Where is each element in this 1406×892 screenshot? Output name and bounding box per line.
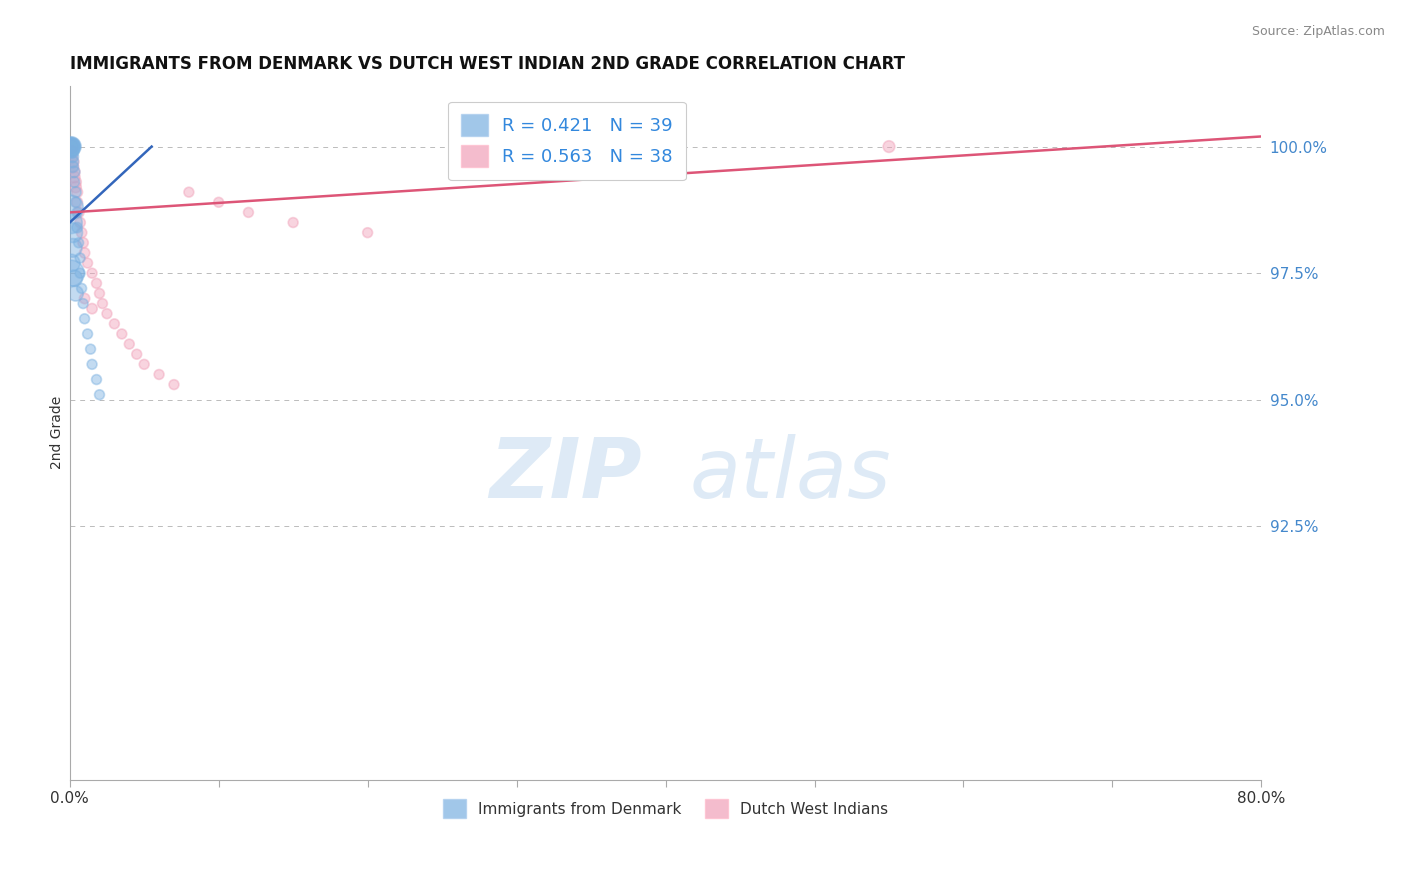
- Point: [238, 205, 260, 219]
- Point: [125, 347, 148, 361]
- Point: [62, 241, 84, 255]
- Point: [63, 271, 86, 285]
- Point: [70, 281, 93, 295]
- Point: [67, 205, 90, 219]
- Point: [177, 185, 200, 199]
- Point: [281, 215, 304, 229]
- Text: IMMIGRANTS FROM DENMARK VS DUTCH WEST INDIAN 2ND GRADE CORRELATION CHART: IMMIGRANTS FROM DENMARK VS DUTCH WEST IN…: [70, 55, 904, 73]
- Point: [63, 165, 86, 179]
- Point: [69, 215, 91, 229]
- Point: [66, 195, 89, 210]
- Point: [67, 235, 90, 250]
- Point: [356, 226, 378, 240]
- Point: [70, 226, 93, 240]
- Point: [60, 139, 83, 153]
- Point: [80, 266, 103, 280]
- Point: [65, 175, 87, 189]
- Point: [163, 377, 186, 392]
- Point: [62, 160, 84, 174]
- Point: [73, 292, 96, 306]
- Point: [96, 307, 118, 321]
- Point: [72, 235, 94, 250]
- Point: [60, 139, 83, 153]
- Point: [60, 266, 83, 280]
- Point: [62, 145, 84, 159]
- Point: [62, 226, 84, 240]
- Point: [69, 251, 91, 265]
- Point: [60, 139, 83, 153]
- Point: [65, 180, 87, 194]
- Point: [60, 139, 83, 153]
- Point: [60, 145, 83, 159]
- Point: [65, 286, 87, 301]
- Point: [60, 139, 83, 153]
- Point: [86, 372, 108, 386]
- Point: [60, 139, 83, 153]
- Point: [60, 200, 83, 214]
- Point: [72, 296, 94, 310]
- Point: [73, 246, 96, 260]
- Point: [80, 301, 103, 316]
- Point: [62, 150, 84, 164]
- Point: [66, 205, 89, 219]
- Point: [118, 337, 141, 351]
- Point: [63, 175, 86, 189]
- Point: [60, 139, 83, 153]
- Point: [69, 266, 91, 280]
- Point: [63, 165, 86, 179]
- Point: [86, 277, 108, 291]
- Point: [65, 185, 87, 199]
- Text: ZIP: ZIP: [489, 434, 641, 515]
- Y-axis label: 2nd Grade: 2nd Grade: [51, 396, 65, 469]
- Point: [103, 317, 125, 331]
- Point: [80, 357, 103, 371]
- Text: Source: ZipAtlas.com: Source: ZipAtlas.com: [1251, 25, 1385, 38]
- Point: [60, 256, 83, 270]
- Point: [79, 342, 101, 356]
- Point: [60, 139, 83, 153]
- Point: [60, 215, 83, 229]
- Point: [60, 139, 83, 153]
- Text: atlas: atlas: [689, 434, 891, 515]
- Point: [62, 160, 84, 174]
- Point: [60, 139, 83, 153]
- Point: [63, 169, 86, 184]
- Point: [89, 388, 111, 402]
- Point: [60, 145, 83, 159]
- Legend: Immigrants from Denmark, Dutch West Indians: Immigrants from Denmark, Dutch West Indi…: [437, 793, 894, 824]
- Point: [76, 256, 98, 270]
- Point: [62, 154, 84, 169]
- Point: [76, 326, 98, 341]
- Point: [60, 150, 83, 164]
- Point: [148, 368, 170, 382]
- Point: [91, 296, 114, 310]
- Point: [66, 220, 89, 235]
- Point: [111, 326, 134, 341]
- Point: [89, 286, 111, 301]
- Point: [208, 195, 231, 210]
- Point: [877, 139, 900, 153]
- Point: [60, 139, 83, 153]
- Point: [62, 154, 84, 169]
- Point: [66, 185, 89, 199]
- Point: [134, 357, 156, 371]
- Point: [65, 195, 87, 210]
- Point: [73, 311, 96, 326]
